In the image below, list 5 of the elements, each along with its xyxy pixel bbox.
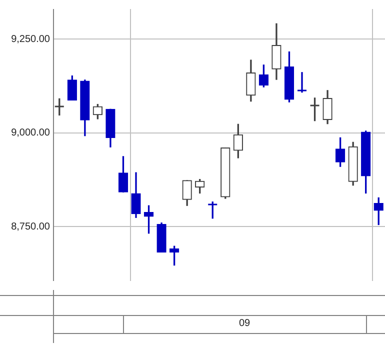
text: 09 (238, 318, 252, 329)
y-tick-label: 9,250.00 (11, 34, 50, 45)
candlestick (296, 72, 308, 93)
y-tick-label: 9,000.00 (11, 128, 50, 139)
y-tick-label: 8,750.00 (11, 221, 50, 232)
